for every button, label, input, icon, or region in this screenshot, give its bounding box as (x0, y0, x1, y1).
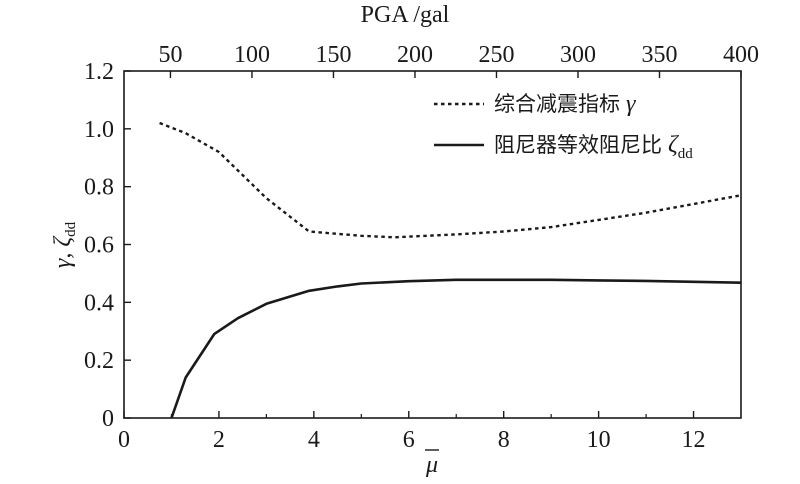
y-tick-label: 0.8 (84, 175, 114, 201)
x-tick-label: 8 (498, 427, 510, 453)
x-tick-label: 4 (308, 427, 320, 453)
x2-tick-label: 300 (560, 42, 596, 68)
y-tick-label: 0.2 (84, 348, 114, 374)
legend-label-gamma: 综合减震指标 γ (494, 91, 636, 117)
x2-tick-label: 50 (158, 42, 182, 68)
x-tick-label: 0 (118, 427, 130, 453)
y-axis-title: γ, ζdd (50, 221, 79, 268)
x2-tick-label: 400 (723, 42, 759, 68)
series-line-gamma (159, 121, 742, 239)
x-tick-label: 10 (587, 427, 611, 453)
x2-tick-label: 150 (315, 42, 351, 68)
y-tick-label: 0 (102, 406, 114, 432)
y-tick-label: 0.6 (84, 233, 114, 259)
legend-label-zeta: 阻尼器等效阻尼比 ζdd (494, 132, 693, 162)
series-layer (159, 121, 742, 419)
x2-tick-label: 200 (397, 42, 433, 68)
x-axis-ticks: 0 2 4 6 8 10 12 (118, 411, 706, 453)
x2-axis-title: PGA /gal (361, 2, 450, 28)
x2-tick-label: 350 (641, 42, 677, 68)
x-tick-label: 12 (682, 427, 706, 453)
x2-tick-label: 100 (234, 42, 270, 68)
y-tick-label: 1.2 (84, 59, 114, 85)
x2-axis-ticks: 50 100 150 200 250 300 350 400 (158, 42, 759, 78)
x2-tick-label: 250 (478, 42, 514, 68)
legend: 综合减震指标 γ 阻尼器等效阻尼比 ζdd (434, 91, 693, 162)
x-axis-title: μ (425, 452, 438, 478)
y-tick-label: 1.0 (84, 117, 114, 143)
y-axis-ticks: 0 0.2 0.4 0.6 0.8 1.0 1.2 (84, 59, 131, 432)
x-tick-label: 2 (213, 427, 225, 453)
series-line-zeta (170, 278, 742, 419)
x-tick-label: 6 (403, 427, 415, 453)
y-tick-label: 0.4 (84, 290, 114, 316)
plot-frame (123, 70, 742, 419)
